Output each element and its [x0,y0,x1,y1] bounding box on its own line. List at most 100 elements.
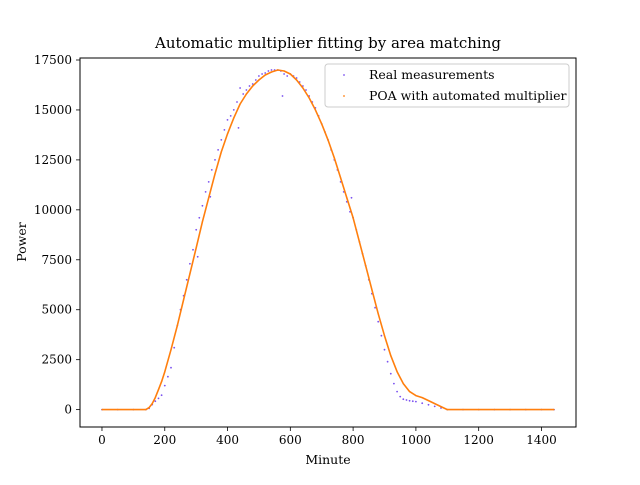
data-point [270,69,273,71]
data-point [183,299,185,301]
data-point [295,77,298,79]
y-tick-label: 7500 [41,253,72,267]
data-point [251,83,254,85]
data-point [195,228,198,231]
data-point [132,409,134,411]
data-point [170,349,172,351]
legend-marker-poa [343,95,345,97]
data-point [296,79,298,81]
data-point [411,400,414,403]
data-point [189,262,191,265]
data-point [383,335,386,337]
data-point [434,403,436,405]
data-point [207,181,210,183]
data-point [204,191,207,193]
data-point [377,313,379,315]
data-point [176,325,178,327]
data-point [220,151,222,153]
x-tick-label: 1000 [401,433,432,447]
data-point [286,75,289,77]
data-point [154,397,156,399]
data-point [223,129,226,131]
data-point [409,391,411,393]
data-point [281,95,284,97]
legend-marker-real-measurements [343,74,345,76]
data-point [371,289,373,291]
y-axis: 0 2500 5000 7500 10000 12500 15000 17500 [34,53,80,417]
series-1 [101,69,555,411]
data-point [396,371,398,373]
legend-box [324,63,570,108]
data-point [217,149,220,151]
data-point [333,157,335,159]
data-point [154,400,157,403]
data-point [229,115,232,117]
data-point [399,395,402,398]
data-point [232,109,235,111]
data-point [267,70,270,72]
x-tick-label: 600 [279,433,302,447]
data-point [163,384,166,387]
data-point [478,409,480,411]
x-tick-label: 200 [153,433,176,447]
data-point [220,139,223,141]
data-point [233,117,235,119]
data-point [340,177,342,179]
data-point [427,403,430,406]
data-point [302,87,304,89]
data-point [164,371,166,373]
data-point [408,399,411,402]
data-point [440,406,442,408]
chart-title: Automatic multiplier fitting by area mat… [154,34,501,52]
data-point [151,403,153,405]
data-point [402,398,405,401]
data-point [242,93,245,95]
data-point [283,73,285,75]
data-point [208,197,210,199]
data-point [167,375,169,378]
x-tick-label: 800 [342,433,365,447]
data-point [254,79,257,81]
data-point [210,169,213,171]
x-tick-label: 0 [98,433,106,447]
data-point [421,397,423,399]
data-point [161,381,163,383]
data-point [226,119,229,121]
legend: Real measurements POA with automated mul… [324,63,570,108]
data-point [264,74,266,76]
data-point [261,73,263,75]
data-point [358,241,360,243]
data-point [245,89,248,91]
data-point [415,395,417,397]
data-point [264,72,267,74]
y-tick-label: 12500 [34,153,72,167]
data-point [553,409,555,411]
data-point [402,383,404,385]
y-axis-title: Power [14,222,29,262]
y-tick-label: 17500 [34,53,72,67]
data-point [145,409,147,411]
data-point [148,407,150,409]
y-tick-label: 2500 [41,353,72,367]
data-point [236,101,238,103]
data-point [386,360,389,363]
x-tick-label: 1200 [463,433,494,447]
data-point [270,71,273,73]
data-point [308,97,310,99]
x-axis-title: Minute [305,452,350,467]
data-point [170,366,172,369]
data-point [405,399,408,401]
y-tick-label: 0 [64,403,72,417]
data-point [239,103,241,105]
data-point [192,248,194,251]
data-point [305,89,307,91]
legend-label-real-measurements: Real measurements [369,67,495,82]
data-point [433,405,436,408]
y-tick-label: 10000 [34,203,72,217]
series-0 [101,69,555,411]
data-point [352,217,354,219]
y-tick-label: 5000 [41,303,72,317]
data-point [390,355,392,357]
data-point [214,173,216,175]
